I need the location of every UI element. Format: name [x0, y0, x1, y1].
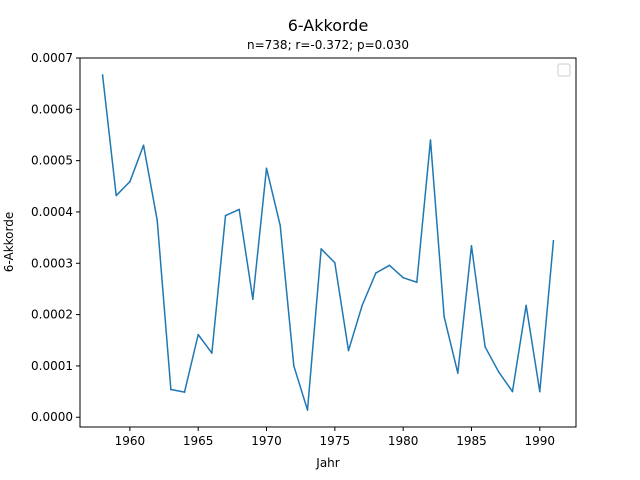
series-points — [101, 74, 555, 411]
data-point — [170, 388, 172, 391]
legend — [557, 63, 571, 77]
y-tick-label: 0.0002 — [31, 308, 73, 322]
y-axis: 0.0000 0.0001 0.0002 0.0003 0.0004 0.0005 0.00… — [31, 51, 80, 424]
x-tick-label: 1965 — [183, 434, 214, 448]
x-axis-label: Jahr — [315, 456, 339, 470]
data-point — [115, 194, 118, 197]
legend-box — [557, 63, 571, 77]
plot-frame — [79, 57, 577, 428]
data-point — [525, 304, 527, 307]
x-tick-label: 1990 — [525, 434, 556, 448]
data-point — [375, 272, 377, 274]
data-point — [293, 365, 295, 367]
data-point — [484, 346, 486, 348]
data-point — [511, 390, 514, 393]
data-point — [183, 391, 186, 393]
data-point — [334, 261, 336, 264]
data-point — [238, 208, 240, 211]
data-point — [101, 74, 104, 76]
data-point — [265, 167, 268, 170]
y-tick-label: 0.0007 — [31, 51, 73, 65]
data-point — [402, 276, 404, 279]
x-tick-label: 1970 — [251, 434, 282, 448]
x-tick-label: 1985 — [456, 434, 487, 448]
chart-subtitle: n=738; r=-0.372; p=0.030 — [247, 38, 409, 52]
data-point — [306, 409, 309, 411]
data-point — [211, 352, 213, 354]
data-point — [361, 304, 363, 307]
chart-title: 6-Akkorde — [288, 16, 369, 35]
data-point — [156, 219, 158, 221]
data-point — [429, 139, 432, 141]
data-point — [538, 390, 541, 393]
x-tick-label: 1980 — [388, 434, 419, 448]
y-tick-label: 0.0001 — [31, 359, 73, 373]
data-point — [552, 239, 555, 242]
y-tick-label: 0.0000 — [31, 410, 73, 424]
data-point — [320, 248, 322, 250]
data-point — [279, 224, 281, 227]
y-tick-label: 0.0005 — [31, 154, 73, 168]
plot-area: 1960 1965 1970 1975 1980 1985 1990 0.00000.000… — [31, 51, 577, 448]
y-tick-label: 0.0003 — [31, 256, 73, 270]
data-point — [347, 349, 350, 352]
y-axis-label: 6-Akkorde — [2, 212, 16, 272]
data-point — [457, 372, 459, 374]
data-point — [498, 371, 500, 373]
data-point — [470, 245, 473, 247]
data-point — [142, 144, 145, 147]
data-point — [416, 281, 418, 284]
y-tick-label: 0.0006 — [31, 102, 73, 116]
x-axis: 1960 1965 1970 1975 1980 1985 1990 — [115, 427, 555, 448]
data-point — [129, 180, 131, 183]
x-tick-label: 1975 — [320, 434, 351, 448]
series-line — [101, 74, 555, 411]
data-point — [388, 264, 391, 267]
data-point — [197, 333, 199, 336]
data-point — [224, 214, 227, 217]
x-tick-label: 1960 — [115, 434, 146, 448]
y-tick-label: 0.0004 — [31, 205, 73, 219]
data-point — [252, 298, 254, 301]
data-point — [443, 315, 445, 318]
